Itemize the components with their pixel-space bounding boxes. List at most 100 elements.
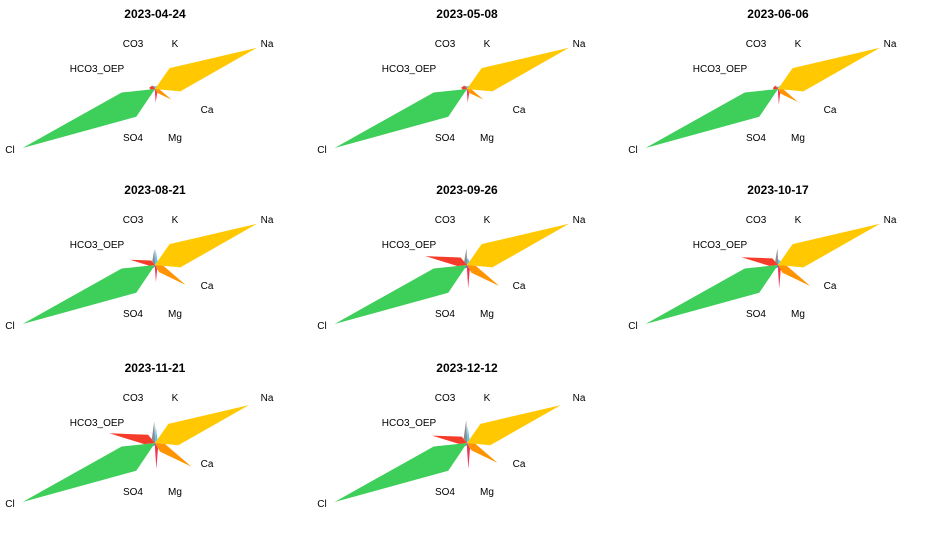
axis-label-co3: CO3: [123, 215, 144, 226]
axis-label-hco3-oep: HCO3_OEP: [382, 64, 437, 75]
panel-title: 2023-12-12: [436, 361, 498, 375]
axis-label-na: Na: [261, 393, 274, 404]
petal-ca: [467, 265, 500, 286]
petal-k: [778, 259, 781, 265]
petal-so4: [775, 89, 779, 94]
axis-label-ca: Ca: [824, 105, 837, 116]
axis-label-cl: Cl: [628, 321, 637, 332]
petal-na: [778, 47, 880, 92]
petal-mg: [778, 265, 781, 289]
petal-co3: [463, 419, 467, 443]
axis-label-so4: SO4: [435, 487, 455, 498]
petal-ca: [155, 443, 192, 467]
axis-label-mg: Mg: [168, 487, 182, 498]
petal-hco3-oep: [432, 435, 467, 444]
petal-so4: [152, 443, 156, 448]
axis-label-cl: Cl: [317, 321, 326, 332]
axis-label-na: Na: [573, 393, 586, 404]
petal-ca: [467, 89, 484, 100]
axis-label-hco3-oep: HCO3_OEP: [693, 64, 748, 75]
petal-ca: [467, 443, 498, 463]
axis-label-k: K: [172, 393, 179, 404]
petal-mg: [778, 89, 781, 105]
petal-hco3-oep: [109, 433, 155, 445]
petal-mg: [155, 89, 158, 103]
petal-ca: [155, 265, 186, 285]
axis-label-mg: Mg: [168, 133, 182, 144]
axis-label-mg: Mg: [791, 133, 805, 144]
panel-title: 2023-06-06: [747, 7, 809, 21]
petal-k: [467, 257, 470, 265]
petal-mg: [467, 265, 470, 289]
stiff-panel: 2023-05-08 CO3 K Na Ca Mg SO4 Cl HCO3_OEP: [317, 7, 586, 156]
stiff-panel: 2023-10-17 CO3 K Na Ca Mg SO4 Cl HCO3_OEP: [628, 183, 897, 332]
petal-k: [155, 84, 158, 89]
axis-label-hco3-oep: HCO3_OEP: [70, 418, 125, 429]
axis-label-co3: CO3: [123, 393, 144, 404]
petal-co3: [464, 84, 467, 89]
axis-label-ca: Ca: [513, 281, 526, 292]
axis-label-k: K: [484, 215, 491, 226]
petal-co3: [464, 248, 467, 265]
axis-label-k: K: [795, 215, 802, 226]
petal-ca: [778, 265, 811, 286]
petal-so4: [152, 265, 156, 270]
axis-label-so4: SO4: [435, 133, 455, 144]
petal-hco3-oep: [461, 85, 467, 90]
axis-label-co3: CO3: [435, 393, 456, 404]
axis-label-mg: Mg: [168, 309, 182, 320]
panel-title: 2023-11-21: [125, 361, 186, 375]
axis-label-co3: CO3: [123, 39, 144, 50]
axis-label-cl: Cl: [317, 145, 326, 156]
petal-na: [467, 47, 569, 92]
axis-label-mg: Mg: [480, 309, 494, 320]
petal-ca: [778, 89, 798, 102]
petal-cl: [22, 89, 156, 148]
petal-ca: [155, 89, 172, 100]
axis-label-mg: Mg: [480, 487, 494, 498]
petal-co3: [775, 248, 778, 265]
axis-label-co3: CO3: [746, 215, 767, 226]
petal-k: [778, 84, 781, 89]
panel-title: 2023-05-08: [436, 7, 498, 21]
petal-co3: [151, 421, 155, 443]
stiff-panel: 2023-04-24 CO3 K Na Ca Mg SO4 Cl HCO3_OEP: [5, 7, 274, 156]
axis-label-cl: Cl: [5, 321, 14, 332]
stiff-panel: 2023-12-12 CO3 K Na Ca Mg SO4 Cl HCO3_OEP: [317, 361, 586, 510]
axis-label-k: K: [172, 39, 179, 50]
axis-label-ca: Ca: [513, 105, 526, 116]
axis-label-hco3-oep: HCO3_OEP: [382, 418, 437, 429]
axis-label-mg: Mg: [480, 133, 494, 144]
axis-label-ca: Ca: [201, 459, 214, 470]
petal-cl: [645, 265, 778, 324]
petal-hco3-oep: [773, 85, 778, 90]
petal-mg: [155, 443, 159, 469]
axis-label-so4: SO4: [123, 309, 143, 320]
petal-cl: [334, 265, 467, 324]
axis-label-cl: Cl: [317, 499, 326, 510]
petal-na: [467, 405, 561, 446]
stiff-panel: 2023-08-21 CO3 K Na Ca Mg SO4 Cl HCO3_OEP: [5, 183, 274, 332]
petal-mg: [155, 265, 158, 283]
petal-na: [778, 223, 880, 268]
petal-k: [467, 84, 470, 89]
petal-so4: [464, 265, 468, 270]
petal-so4: [775, 265, 779, 270]
axis-label-so4: SO4: [746, 309, 766, 320]
axis-label-hco3-oep: HCO3_OEP: [693, 240, 748, 251]
stiff-panel: 2023-06-06 CO3 K Na Ca Mg SO4 Cl HCO3_OEP: [628, 7, 897, 156]
axis-label-k: K: [484, 39, 491, 50]
petal-cl: [334, 89, 467, 148]
petal-so4: [152, 89, 156, 94]
stiff-panel: 2023-11-21 CO3 K Na Ca Mg SO4 Cl HCO3_OEP: [5, 361, 274, 510]
petal-co3: [152, 84, 155, 89]
axis-label-cl: Cl: [628, 145, 637, 156]
axis-label-ca: Ca: [824, 281, 837, 292]
petal-mg: [467, 443, 471, 469]
axis-label-so4: SO4: [123, 133, 143, 144]
petal-hco3-oep: [149, 85, 155, 90]
petal-hco3-oep: [130, 259, 155, 266]
axis-label-so4: SO4: [746, 133, 766, 144]
axis-label-hco3-oep: HCO3_OEP: [70, 240, 125, 251]
